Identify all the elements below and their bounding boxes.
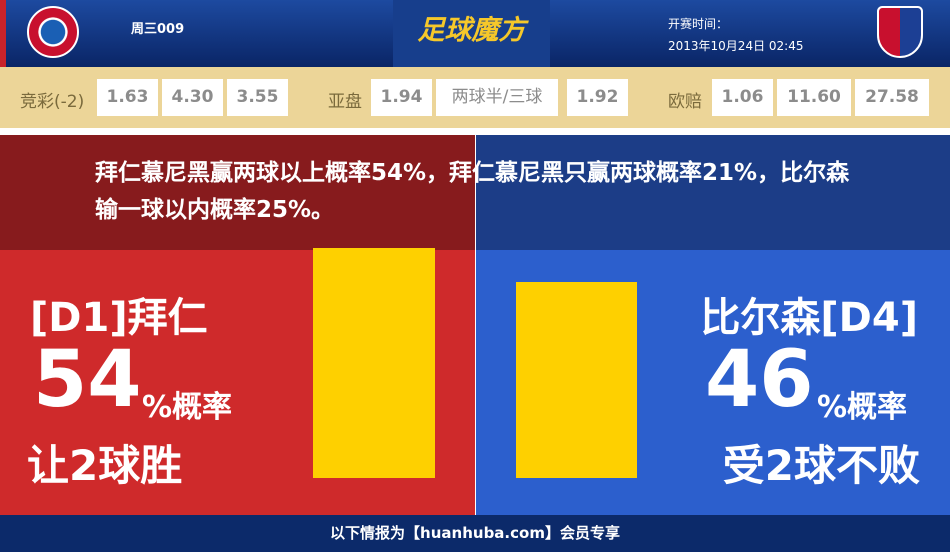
- away-probability-bar: [516, 282, 637, 478]
- odds-value: 1.92: [567, 79, 628, 116]
- ya-label: 亚盘: [328, 92, 362, 112]
- footer-members-notice[interactable]: 以下情报为【huanhuba.com】会员专享: [0, 515, 950, 552]
- header: 周三009 足球魔方 开赛时间： 2013年10月24日 02:45: [0, 0, 950, 67]
- away-panel: [476, 250, 950, 515]
- odds-value: 11.60: [777, 79, 851, 116]
- odds-value: 27.58: [855, 79, 929, 116]
- away-percent: 46: [705, 335, 814, 425]
- jc-label: 竞彩(-2): [20, 92, 85, 112]
- odds-value: 1.06: [712, 79, 773, 116]
- brand-logo: 足球魔方: [393, 0, 550, 67]
- odds-value: 3.55: [227, 79, 288, 116]
- odds-bar: 竞彩(-2) 1.63 4.30 3.55 亚盘 1.94 两球半/三球 1.9…: [0, 67, 950, 128]
- summary-right-bg: [476, 135, 950, 250]
- odds-value: 1.63: [97, 79, 158, 116]
- ou-label: 欧赔: [668, 92, 702, 112]
- away-team-name: 比尔森[D4]: [700, 295, 918, 341]
- summary-text: 拜仁慕尼黑赢两球以上概率54%，拜仁慕尼黑只赢两球概率21%，比尔森输一球以内概…: [95, 160, 850, 223]
- odds-value: 1.94: [371, 79, 432, 116]
- odds-value: 4.30: [162, 79, 223, 116]
- away-team-logo: [877, 6, 923, 58]
- home-team-logo: [27, 6, 79, 58]
- kickoff-time: 2013年10月24日 02:45: [668, 39, 804, 53]
- match-id: 周三009: [131, 22, 185, 37]
- away-result: 受2球不败: [722, 441, 920, 490]
- odds-handicap: 两球半/三球: [436, 79, 558, 116]
- home-probability-bar: [313, 248, 435, 478]
- home-result: 让2球胜: [27, 441, 183, 490]
- left-strip: [0, 0, 6, 67]
- home-percent-suffix: %概率: [142, 390, 233, 425]
- away-percent-suffix: %概率: [817, 390, 908, 425]
- kickoff-label: 开赛时间：: [668, 17, 729, 31]
- summary-left-bg: [0, 135, 475, 250]
- home-team-name: [D1]拜仁: [30, 295, 208, 341]
- home-panel: [0, 248, 475, 515]
- home-percent: 54: [33, 335, 142, 425]
